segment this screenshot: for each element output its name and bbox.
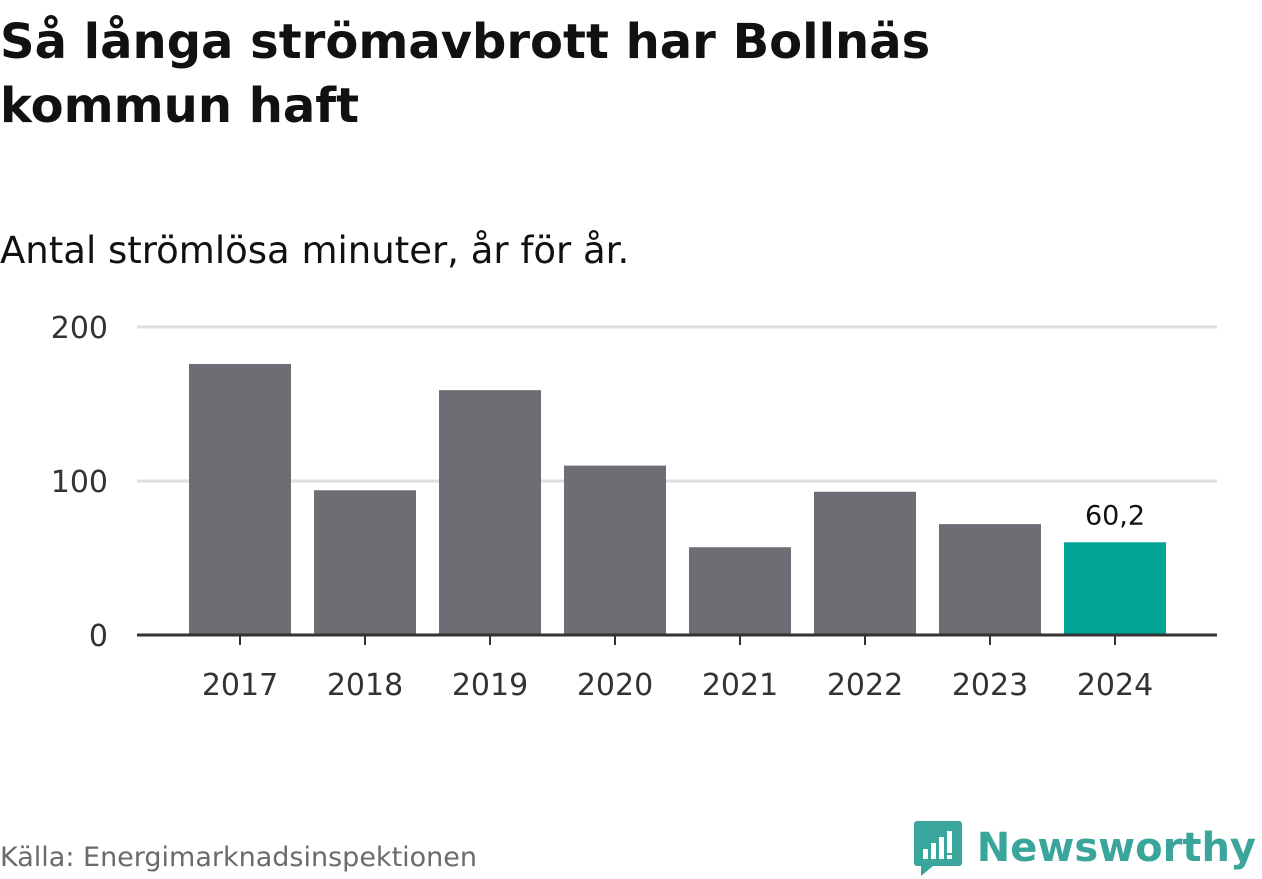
x-tick-label-2022: 2022 [827,668,903,703]
x-tick-label-2019: 2019 [452,668,528,703]
value-labels: 60,2 [1085,500,1145,531]
y-tick-label-100: 100 [51,465,108,500]
x-axis-ticks: 2017 2018 2019 2020 2021 2022 2023 2024 [202,635,1153,703]
x-tick-label-2018: 2018 [327,668,403,703]
source-note: Källa: Energimarknadsinspektionen [0,842,478,873]
y-axis-ticks: 0 100 200 [51,311,108,654]
bar-2020 [564,465,666,635]
bar-2019 [439,390,541,635]
bar-chart: 0 100 200 2017 2018 2019 2020 2021 2022 2023 2024… [51,311,1217,703]
bar-2017 [189,363,291,635]
bar-2023 [939,524,1041,635]
brand-name: Newsworthy [976,825,1256,871]
bar-2018 [314,490,416,635]
y-tick-label-200: 200 [51,311,108,346]
gridlines [137,325,1217,483]
newsworthy-logo-icon [913,821,962,876]
x-tick-label-2021: 2021 [702,668,778,703]
bar-2024 [1064,542,1166,635]
x-tick-label-2017: 2017 [202,668,278,703]
value-label-2024: 60,2 [1085,500,1145,531]
x-tick-label-2020: 2020 [577,668,653,703]
x-tick-label-2023: 2023 [952,668,1028,703]
brand-logo: Newsworthy [913,818,1256,878]
chart-subtitle: Antal strömlösa minuter, år för år. [0,229,630,272]
bar-2021 [689,547,791,635]
chart-title: Så långa strömavbrott har Bollnäs kommun… [0,14,931,134]
y-tick-label-0: 0 [89,619,108,654]
bar-2022 [814,491,916,635]
bars [189,363,1166,635]
x-tick-label-2024: 2024 [1077,668,1153,703]
